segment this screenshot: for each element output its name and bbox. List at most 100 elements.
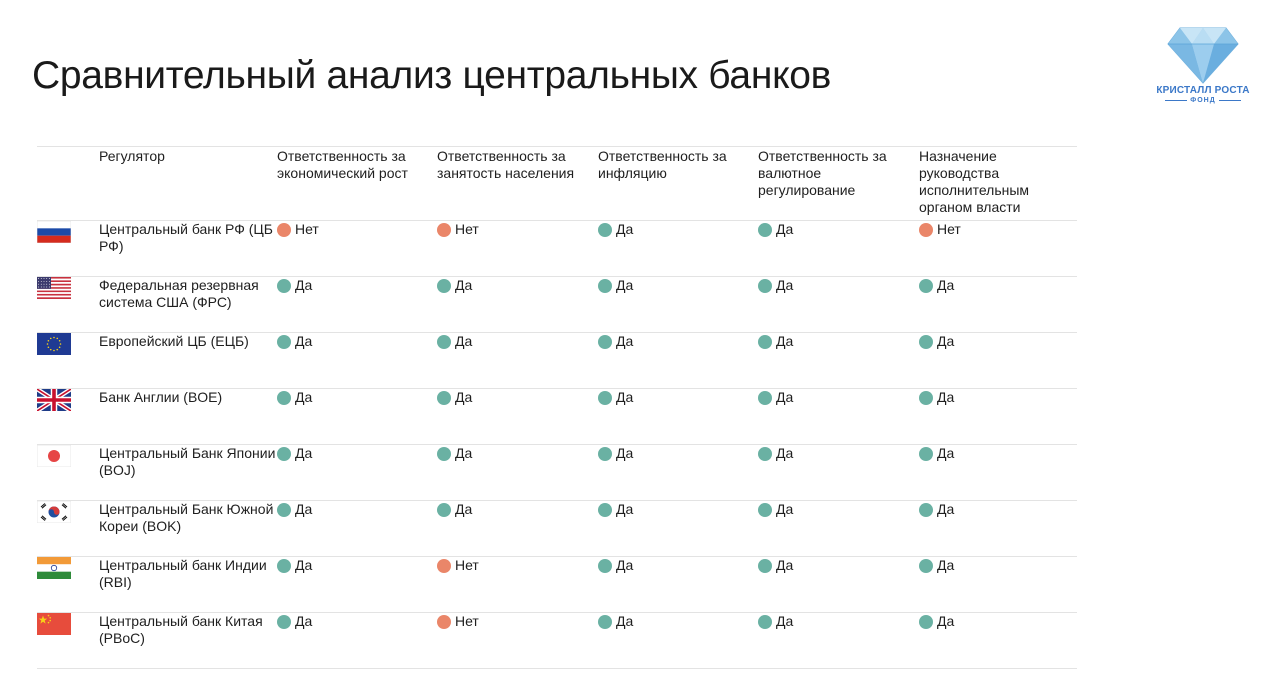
cell-economic-growth: Да [277,556,437,613]
cell-employment: Нет [437,556,598,613]
cell-inflation: Да [598,276,758,333]
cell-inflation: Да [598,612,758,669]
value-label: Да [776,501,794,517]
cell-currency-regulation: Да [758,220,919,277]
yes-dot-icon [277,558,291,573]
yes-dot-icon [277,502,291,517]
logo-name: КРИСТАЛЛ РОСТА [1156,85,1250,96]
flag-cell [37,612,99,669]
value-label: Нет [455,221,479,237]
regulator-name: Центральный Банк Южной Кореи (BOK) [99,500,277,557]
yes-dot-icon [437,502,451,517]
table-row: Центральный Банк Южной Кореи (BOK) Да Да Да… [37,500,1077,557]
crystal-logo-icon [1167,27,1239,84]
cell-currency-regulation: Да [758,332,919,389]
cell-economic-growth: Да [277,332,437,389]
yes-dot-icon [277,278,291,293]
value-label: Да [616,613,634,629]
table-row: Центральный Банк Японии (BOJ) Да Да Да Да Да [37,444,1077,501]
header-employment: Ответственность за занятость населения [437,146,598,221]
value-label: Да [295,389,313,405]
yes-dot-icon [758,278,772,293]
regulator-name: Центральный банк Индии (RBI) [99,556,277,613]
russia-flag-icon [37,221,71,243]
regulator-name: Банк Англии (BOE) [99,388,277,445]
yes-dot-icon [277,390,291,405]
value-label: Нет [455,613,479,629]
value-label: Нет [455,557,479,573]
cell-executive-appointment: Да [919,388,1077,445]
yes-dot-icon [277,446,291,461]
cell-inflation: Да [598,220,758,277]
cell-currency-regulation: Да [758,500,919,557]
value-label: Да [616,221,634,237]
value-label: Да [937,445,955,461]
cell-executive-appointment: Да [919,500,1077,557]
value-label: Да [776,389,794,405]
yes-dot-icon [598,558,612,573]
value-label: Да [295,613,313,629]
value-label: Да [937,557,955,573]
value-label: Да [616,501,634,517]
flag-cell [37,444,99,501]
yes-dot-icon [277,334,291,349]
value-label: Да [455,389,473,405]
value-label: Да [295,501,313,517]
cell-inflation: Да [598,332,758,389]
flag-cell [37,332,99,389]
value-label: Да [616,389,634,405]
flag-cell [37,556,99,613]
yes-dot-icon [437,390,451,405]
table-row: Центральный банк Индии (RBI) Да Нет Да Да Да [37,556,1077,613]
cell-employment: Да [437,444,598,501]
value-label: Да [776,613,794,629]
cell-economic-growth: Да [277,500,437,557]
yes-dot-icon [919,334,933,349]
logo-subtitle: ФОНД [1190,97,1216,104]
yes-dot-icon [758,222,772,237]
value-label: Да [295,445,313,461]
header-executive-appointment: Назначение руководства исполнительным ор… [919,146,1077,221]
eu-flag-icon [37,333,71,355]
yes-dot-icon [598,502,612,517]
yes-dot-icon [598,222,612,237]
header-flag [37,146,99,221]
header-economic-growth: Ответственность за экономический рост [277,146,437,221]
table-row: Центральный банк Китая (PBoC) Да Нет Да Да Да [37,612,1077,669]
flag-cell [37,500,99,557]
value-label: Да [295,333,313,349]
value-label: Да [455,277,473,293]
japan-flag-icon [37,445,71,467]
value-label: Да [455,501,473,517]
value-label: Да [937,277,955,293]
cell-executive-appointment: Да [919,612,1077,669]
cell-currency-regulation: Да [758,276,919,333]
cell-currency-regulation: Да [758,612,919,669]
yes-dot-icon [758,558,772,573]
cell-economic-growth: Нет [277,220,437,277]
value-label: Да [937,389,955,405]
yes-dot-icon [919,390,933,405]
yes-dot-icon [437,446,451,461]
cell-currency-regulation: Да [758,556,919,613]
cell-employment: Нет [437,612,598,669]
yes-dot-icon [758,334,772,349]
cell-executive-appointment: Нет [919,220,1077,277]
uk-flag-icon [37,389,71,411]
table-header-row: Регулятор Ответственность за экономическ… [37,146,1077,221]
china-flag-icon [37,613,71,635]
table-row: Федеральная резервная система США (ФРС) Д… [37,276,1077,333]
cell-economic-growth: Да [277,444,437,501]
cell-currency-regulation: Да [758,444,919,501]
table-row: Банк Англии (BOE) Да Да Да Да Да [37,388,1077,445]
flag-cell [37,388,99,445]
yes-dot-icon [758,446,772,461]
no-dot-icon [437,558,451,573]
cell-economic-growth: Да [277,388,437,445]
regulator-name: Европейский ЦБ (ЕЦБ) [99,332,277,389]
yes-dot-icon [437,278,451,293]
yes-dot-icon [919,614,933,629]
cell-employment: Да [437,332,598,389]
yes-dot-icon [598,614,612,629]
header-currency-regulation: Ответственность за валютное регулировани… [758,146,919,221]
